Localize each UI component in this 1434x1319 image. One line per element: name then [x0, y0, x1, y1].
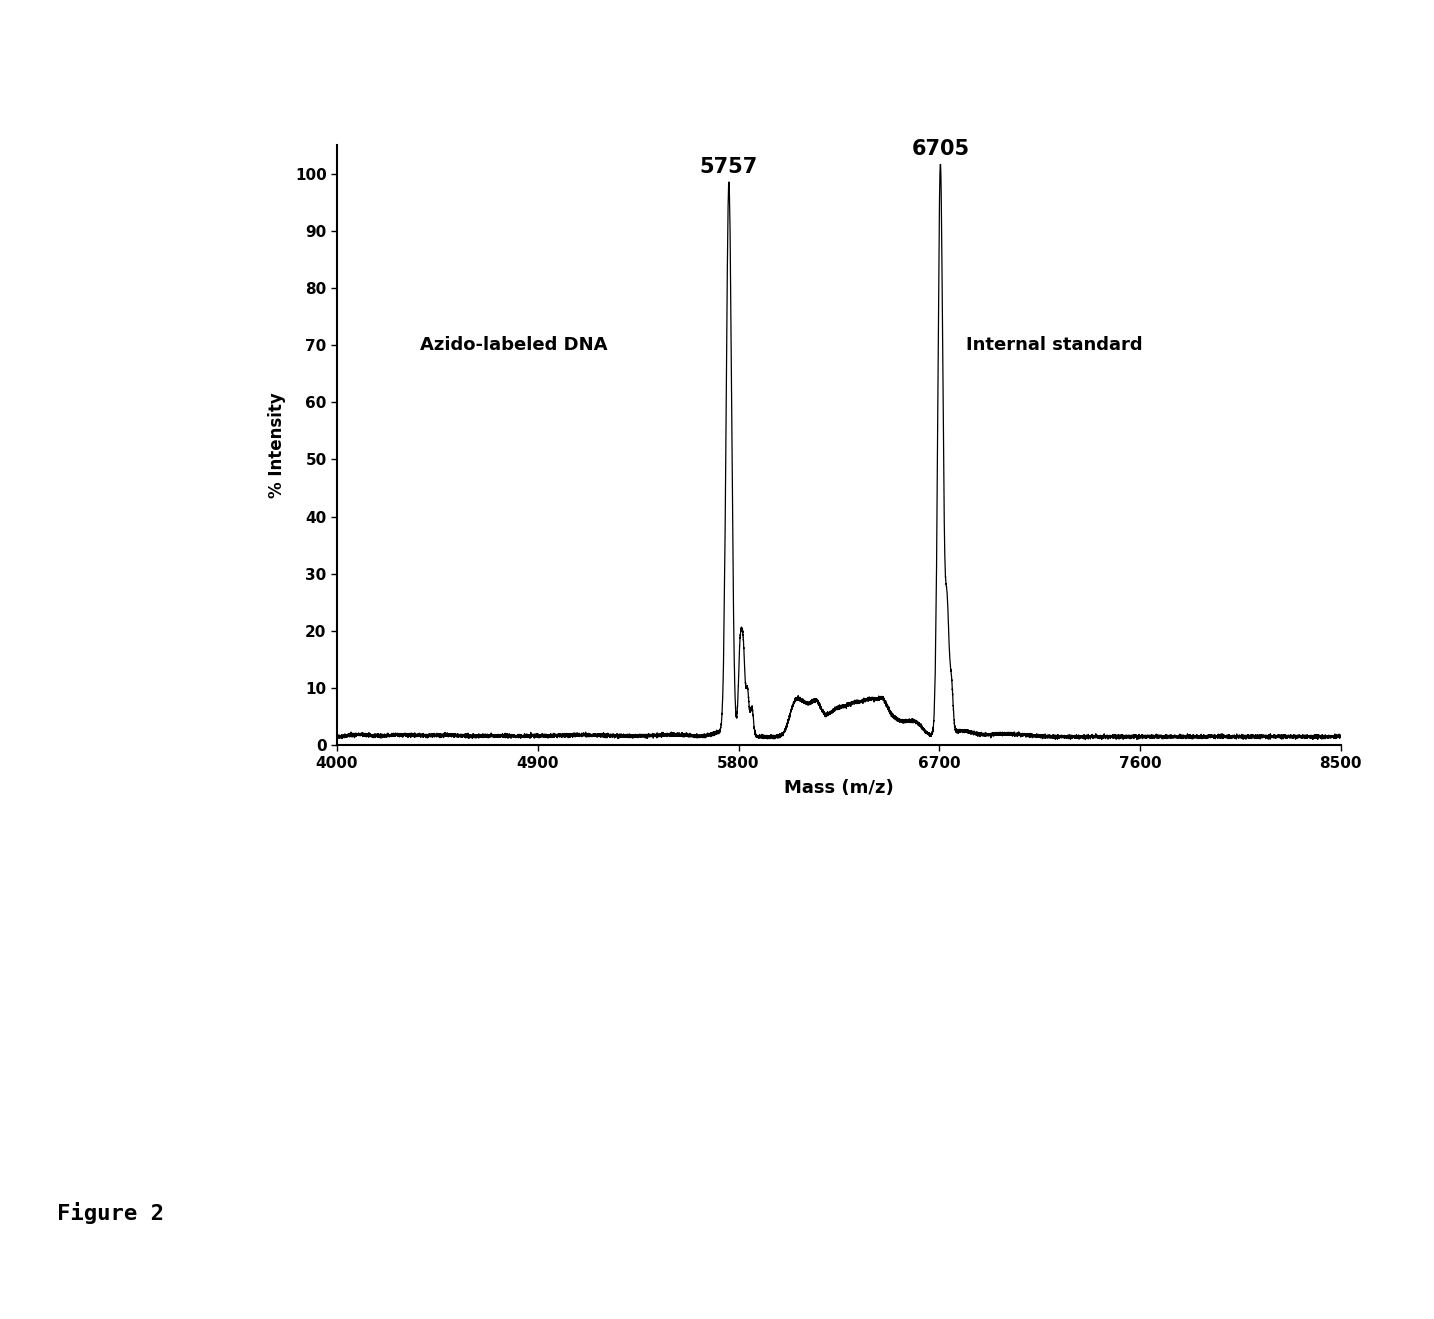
Text: Figure 2: Figure 2: [57, 1202, 165, 1224]
Text: Azido-labeled DNA: Azido-labeled DNA: [420, 336, 607, 353]
Text: 6705: 6705: [912, 140, 969, 160]
Text: 5757: 5757: [700, 157, 759, 177]
X-axis label: Mass (m/z): Mass (m/z): [784, 780, 893, 797]
Y-axis label: % Intensity: % Intensity: [268, 392, 287, 499]
Text: Internal standard: Internal standard: [967, 336, 1143, 353]
